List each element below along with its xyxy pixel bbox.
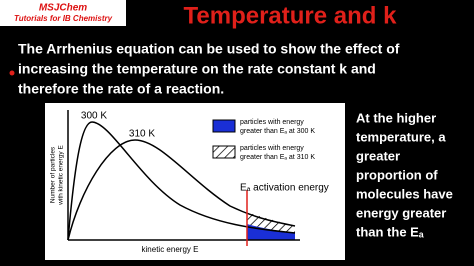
x-axis-label: kinetic energy E — [142, 245, 199, 254]
legend-text: particles with energy — [240, 119, 304, 126]
legend-text: greater than Eₐ at 310 K — [240, 154, 315, 161]
y-axis-label: Number of particles — [50, 146, 57, 203]
y-axis-label: with kinetic energy E — [58, 145, 65, 206]
side-line: molecules have — [356, 186, 453, 201]
side-text: At the higher temperature, a greater propor… — [356, 110, 453, 239]
logo-tagline: Tutorials for IB Chemistry — [14, 14, 113, 23]
legend-text: greater than Eₐ at 300 K — [240, 128, 315, 135]
side-line: temperature, a — [356, 129, 446, 144]
bullet — [9, 70, 15, 76]
curve-label: 300 K — [81, 111, 107, 122]
curve-300k — [67, 121, 296, 241]
intro-line: therefore the rate of a reaction. — [18, 81, 224, 97]
legend-text: particles with energy — [240, 145, 304, 152]
logo-name: MSJChem — [39, 3, 87, 14]
intro-line: The Arrhenius equation can be used to sh… — [18, 41, 400, 57]
activation-label: Eₐ activation energy — [240, 183, 329, 194]
curve-310k — [67, 139, 296, 241]
side-line: than the Eₐ — [356, 224, 424, 239]
legend-swatch-300k — [212, 119, 236, 133]
logo-box — [0, 0, 126, 26]
slide-title: Temperature and k — [184, 2, 398, 29]
side-line: energy greater — [356, 205, 446, 220]
diagram-text: Number of particles with kinetic energy E… — [50, 111, 329, 254]
side-line: proportion of — [356, 167, 438, 182]
side-line: At the higher — [356, 110, 436, 125]
side-line: greater — [356, 148, 400, 163]
intro-line: increasing the temperature on the rate c… — [18, 61, 376, 77]
legend-swatch-310k — [212, 145, 236, 159]
intro-text: The Arrhenius equation can be used to sh… — [18, 41, 400, 97]
curve-label: 310 K — [129, 129, 155, 140]
